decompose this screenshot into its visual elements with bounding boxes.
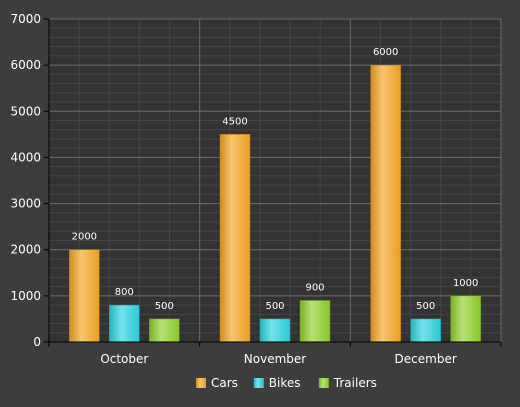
data-label: 6000 xyxy=(373,47,398,58)
bar-cars-october[interactable] xyxy=(69,249,100,343)
x-tick-label: November xyxy=(244,352,306,366)
y-tick-label: 0 xyxy=(33,335,41,349)
bars-group: 2000 800 500 4500 500 900 6000 500 1000 xyxy=(69,47,481,343)
y-tick-label: 4000 xyxy=(10,150,41,164)
legend-label: Trailers xyxy=(333,376,377,390)
data-label: 800 xyxy=(115,287,134,298)
bar-bikes-october[interactable] xyxy=(109,304,140,343)
legend-label: Bikes xyxy=(269,376,301,390)
legend[interactable]: Cars Bikes Trailers xyxy=(196,376,377,390)
bar-trailers-december[interactable] xyxy=(450,295,481,343)
y-tick-label: 3000 xyxy=(10,197,41,211)
data-label: 4500 xyxy=(222,116,247,127)
bar-trailers-november[interactable] xyxy=(299,300,331,343)
x-axis-ticks: October November December xyxy=(48,342,502,366)
bar-bikes-november[interactable] xyxy=(259,318,291,343)
legend-swatch xyxy=(196,378,206,388)
bar-trailers-october[interactable] xyxy=(149,318,180,343)
data-label: 2000 xyxy=(72,232,97,243)
data-label: 900 xyxy=(305,282,324,293)
y-tick-label: 1000 xyxy=(10,289,41,303)
y-tick-label: 2000 xyxy=(10,243,41,257)
legend-label: Cars xyxy=(211,376,238,390)
x-tick-label: December xyxy=(395,352,457,366)
legend-item-cars[interactable]: Cars xyxy=(196,376,238,390)
bar-cars-december[interactable] xyxy=(370,64,401,343)
x-tick-label: October xyxy=(100,352,148,366)
plot-area xyxy=(49,19,501,342)
legend-item-bikes[interactable]: Bikes xyxy=(253,376,301,390)
bar-bikes-december[interactable] xyxy=(410,318,441,343)
axes-group xyxy=(48,19,501,347)
bar-cars-november[interactable] xyxy=(219,134,251,343)
data-label: 1000 xyxy=(453,278,478,289)
legend-swatch xyxy=(318,378,329,388)
data-label: 500 xyxy=(155,301,174,312)
y-tick-label: 7000 xyxy=(10,12,41,26)
data-label: 500 xyxy=(265,301,284,312)
y-tick-label: 6000 xyxy=(10,58,41,72)
legend-swatch xyxy=(253,378,264,388)
data-label: 500 xyxy=(416,301,435,312)
y-tick-label: 5000 xyxy=(10,104,41,118)
y-axis-ticks: 0 1000 2000 3000 4000 5000 6000 7000 xyxy=(10,12,49,349)
legend-item-trailers[interactable]: Trailers xyxy=(318,376,377,390)
